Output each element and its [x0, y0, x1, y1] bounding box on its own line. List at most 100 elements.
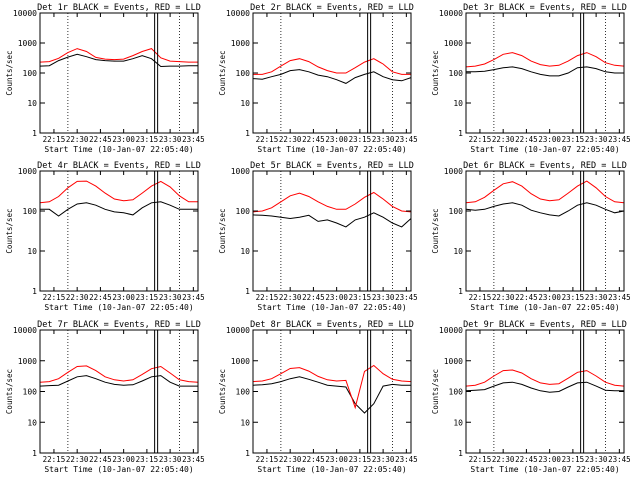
- series-line-lld: [39, 180, 198, 204]
- x-tick-label: 23:15: [562, 135, 585, 144]
- series-line-events: [39, 375, 198, 387]
- x-tick-label: 23:00: [325, 455, 348, 464]
- x-axis-label: Start Time (10-Jan-07 22:05:40): [44, 145, 193, 154]
- y-tick-label: 10: [453, 99, 463, 108]
- y-tick-label: 10000: [226, 326, 250, 335]
- plot-frame: [39, 170, 199, 292]
- x-tick-label: 22:45: [515, 293, 538, 302]
- y-tick-label: 1: [32, 449, 37, 458]
- x-tick-label: 22:45: [515, 135, 538, 144]
- x-tick-label: 22:15: [43, 455, 66, 464]
- series-line-lld: [39, 48, 198, 63]
- x-tick-label: 23:15: [136, 455, 159, 464]
- plot-frame: [465, 12, 625, 134]
- y-tick-label: 1: [245, 287, 250, 296]
- y-tick-label: 10: [453, 247, 463, 256]
- x-axis-label: Start Time (10-Jan-07 22:05:40): [44, 303, 193, 312]
- x-tick-label: 22:15: [469, 135, 492, 144]
- y-tick-label: 1: [32, 129, 37, 138]
- y-tick-label: 100: [23, 69, 38, 78]
- x-tick-label: 22:30: [492, 455, 515, 464]
- y-tick-label: 1000: [444, 167, 463, 176]
- chart-panel-7: Det 7r BLACK = Events, RED = LLD 1 10 100 10…: [5, 320, 205, 474]
- y-tick-label: 1000: [231, 357, 250, 366]
- series-line-lld: [252, 191, 412, 213]
- chart-title: Det 7r BLACK = Events, RED = LLD: [37, 320, 201, 330]
- y-axis-label: Counts/sec: [431, 50, 440, 95]
- y-tick-label: 1000: [444, 357, 463, 366]
- y-tick-label: 10: [453, 418, 463, 427]
- x-tick-label: 23:30: [159, 455, 182, 464]
- y-tick-label: 100: [449, 388, 464, 397]
- x-tick-label: 22:30: [492, 135, 515, 144]
- x-tick-label: 23:45: [182, 455, 205, 464]
- x-axis-label: Start Time (10-Jan-07 22:05:40): [470, 303, 619, 312]
- chart-title: Det 4r BLACK = Events, RED = LLD: [37, 161, 201, 171]
- chart-title: Det 9r BLACK = Events, RED = LLD: [463, 320, 627, 330]
- y-tick-label: 1000: [18, 357, 37, 366]
- y-tick-label: 100: [23, 207, 38, 216]
- x-tick-label: 22:15: [469, 455, 492, 464]
- x-tick-label: 22:15: [43, 135, 66, 144]
- y-tick-label: 100: [236, 388, 251, 397]
- x-tick-label: 23:30: [372, 135, 395, 144]
- y-axis-label: Counts/sec: [5, 369, 14, 414]
- x-tick-label: 22:45: [302, 455, 325, 464]
- x-tick-label: 23:30: [159, 135, 182, 144]
- x-tick-label: 22:15: [256, 293, 279, 302]
- series-line-events: [252, 69, 412, 84]
- x-tick-label: 23:30: [159, 293, 182, 302]
- x-tick-label: 23:00: [538, 455, 561, 464]
- y-tick-label: 100: [236, 207, 251, 216]
- y-tick-label: 100: [449, 207, 464, 216]
- x-tick-label: 23:45: [395, 455, 418, 464]
- y-tick-label: 1000: [231, 39, 250, 48]
- x-tick-label: 22:45: [89, 293, 112, 302]
- plot-frame: [39, 329, 199, 454]
- chart-title: Det 1r BLACK = Events, RED = LLD: [37, 3, 201, 13]
- x-tick-label: 22:30: [492, 293, 515, 302]
- x-tick-label: 23:15: [136, 293, 159, 302]
- series-line-lld: [465, 52, 625, 68]
- plot-frame: [39, 12, 199, 134]
- x-tick-label: 23:00: [112, 135, 135, 144]
- x-tick-label: 23:45: [608, 293, 631, 302]
- plot-frame: [252, 329, 412, 454]
- x-tick-label: 23:45: [182, 293, 205, 302]
- x-tick-label: 22:15: [256, 135, 279, 144]
- y-tick-label: 10000: [13, 9, 37, 18]
- x-tick-label: 23:30: [585, 135, 608, 144]
- x-tick-label: 22:45: [89, 135, 112, 144]
- y-tick-label: 1: [245, 449, 250, 458]
- series-line-lld: [252, 364, 412, 410]
- y-tick-label: 10000: [226, 9, 250, 18]
- y-tick-label: 1000: [231, 167, 250, 176]
- x-tick-label: 22:30: [66, 135, 89, 144]
- y-tick-label: 10: [240, 99, 250, 108]
- plot-frame: [252, 170, 412, 292]
- series-line-lld: [465, 180, 625, 204]
- chart-panel-3: Det 3r BLACK = Events, RED = LLD 1 10 100 10…: [431, 3, 631, 154]
- x-tick-label: 22:45: [302, 293, 325, 302]
- x-axis-label: Start Time (10-Jan-07 22:05:40): [470, 465, 619, 474]
- x-tick-label: 22:15: [43, 293, 66, 302]
- y-axis-label: Counts/sec: [218, 50, 227, 95]
- y-tick-label: 1: [458, 449, 463, 458]
- x-tick-label: 23:00: [325, 293, 348, 302]
- y-tick-label: 1: [458, 129, 463, 138]
- chart-title: Det 8r BLACK = Events, RED = LLD: [250, 320, 414, 330]
- y-tick-label: 10000: [439, 326, 463, 335]
- chart-panel-6: Det 6r BLACK = Events, RED = LLD 1 10 100 10…: [431, 161, 631, 312]
- y-axis-label: Counts/sec: [218, 208, 227, 253]
- chart-panel-8: Det 8r BLACK = Events, RED = LLD 1 10 100 10…: [218, 320, 418, 474]
- chart-panel-9: Det 9r BLACK = Events, RED = LLD 1 10 100 10…: [431, 320, 631, 474]
- series-line-events: [465, 202, 625, 217]
- x-tick-label: 22:45: [515, 455, 538, 464]
- series-line-events: [252, 212, 412, 228]
- series-line-events: [465, 381, 624, 393]
- x-tick-label: 23:15: [349, 135, 372, 144]
- x-tick-label: 22:30: [279, 455, 302, 464]
- y-axis-label: Counts/sec: [5, 50, 14, 95]
- x-tick-label: 22:15: [469, 293, 492, 302]
- x-tick-label: 22:30: [279, 293, 302, 302]
